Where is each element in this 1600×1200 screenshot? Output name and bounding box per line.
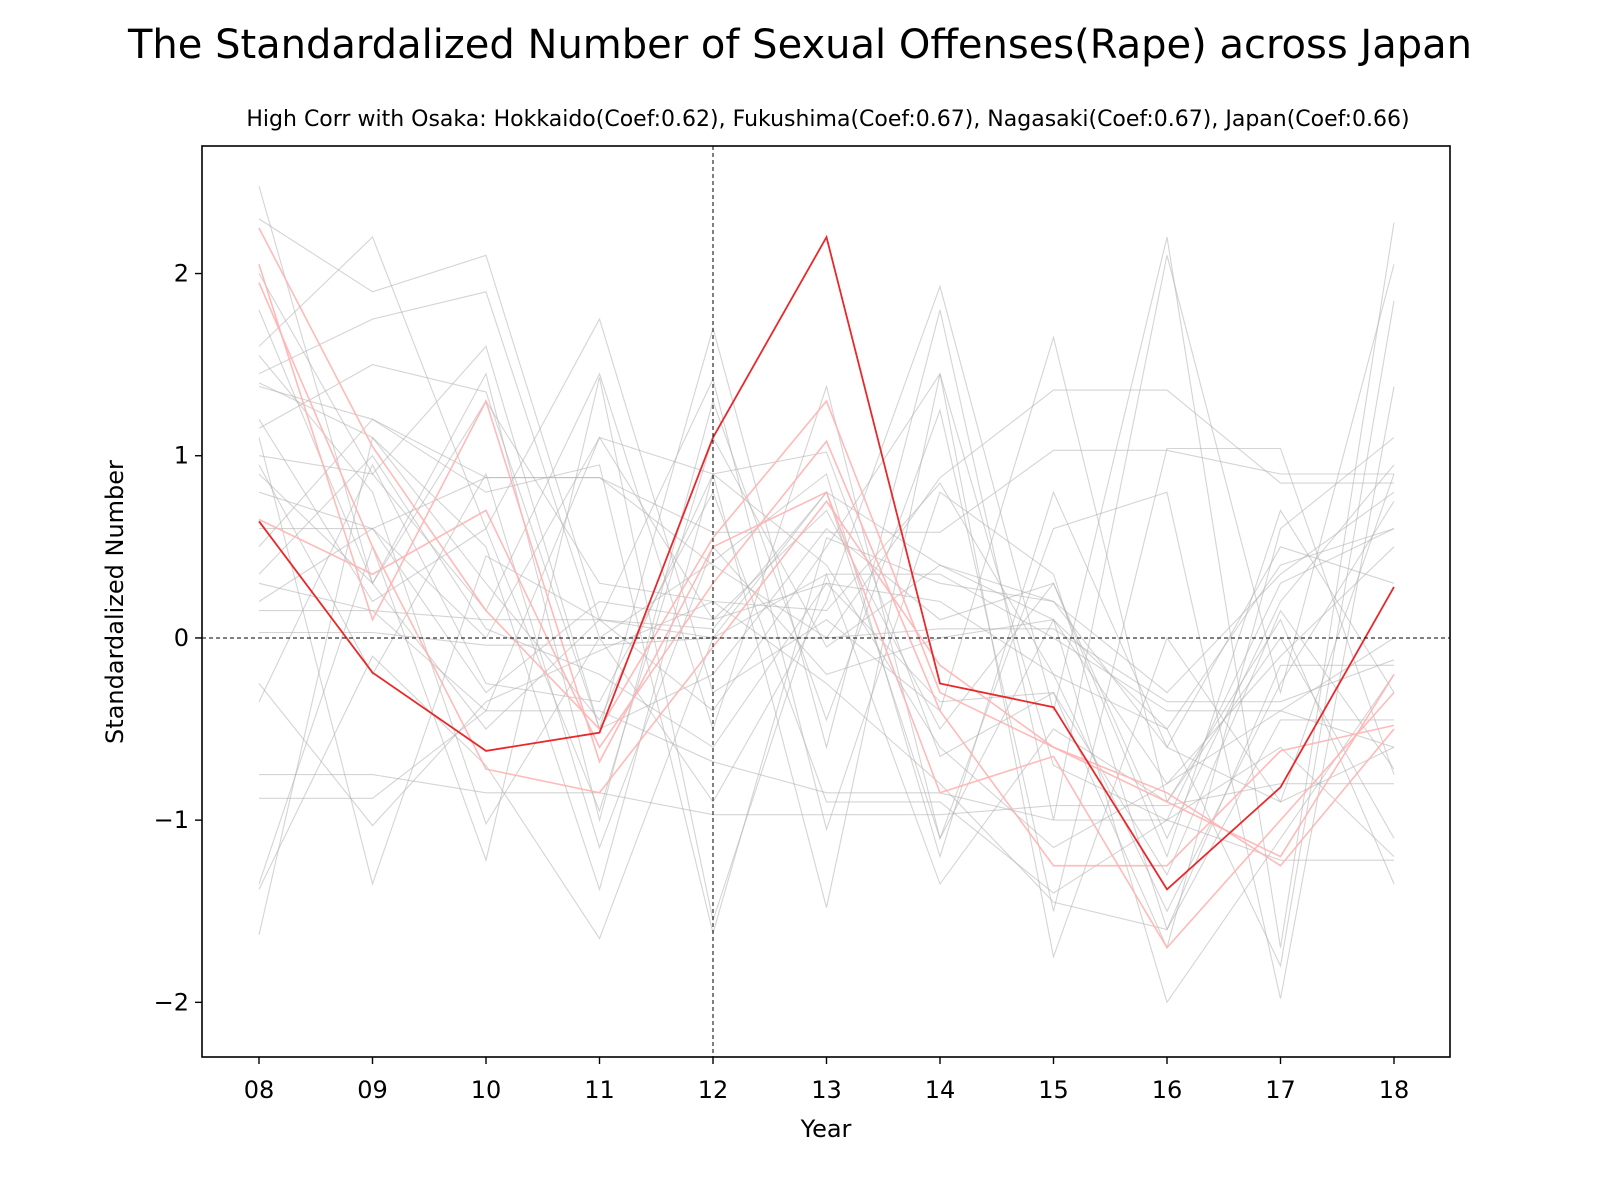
series-line-other xyxy=(258,372,1395,999)
series-line-other xyxy=(259,528,1395,730)
series-layer xyxy=(258,185,1395,1004)
series-line-other xyxy=(258,373,1395,959)
series-line-other xyxy=(258,600,1394,931)
series-line-correlated xyxy=(258,227,1395,867)
x-axis-label: Year xyxy=(800,1115,852,1143)
series-line-other xyxy=(258,255,1395,821)
series-line-other xyxy=(258,437,1395,950)
series-line-correlated xyxy=(258,264,1395,950)
series-line-highlight xyxy=(258,234,1395,891)
series-line-other xyxy=(258,300,1395,968)
x-tick-label: 09 xyxy=(357,1076,388,1104)
series-line-correlated xyxy=(258,439,1395,867)
series-line-other xyxy=(258,436,1395,849)
y-axis: −2 −1 0 1 2 xyxy=(154,260,202,1016)
x-axis: 08 09 10 11 12 13 14 15 16 17 18 xyxy=(244,1057,1410,1104)
chart-title: The Standardalized Number of Sexual Offe… xyxy=(127,22,1472,68)
x-tick-label: 15 xyxy=(1038,1076,1069,1104)
y-tick-label: −1 xyxy=(154,806,189,834)
series-line-correlated xyxy=(258,282,1395,858)
series-line-other xyxy=(259,710,1394,861)
x-tick-label: 10 xyxy=(471,1076,502,1104)
y-tick-label: 2 xyxy=(174,260,189,288)
series-line-other xyxy=(258,377,1394,932)
series-line-other xyxy=(258,463,1395,894)
reference-lines xyxy=(202,146,1450,1057)
x-tick-label: 13 xyxy=(811,1076,842,1104)
x-tick-label: 18 xyxy=(1379,1076,1410,1104)
x-tick-label: 17 xyxy=(1265,1076,1296,1104)
x-tick-label: 11 xyxy=(584,1076,615,1104)
x-tick-label: 08 xyxy=(244,1076,275,1104)
series-line-other xyxy=(258,222,1395,948)
series-line-other xyxy=(258,355,1395,859)
series-line-other xyxy=(258,309,1395,913)
y-tick-label: −2 xyxy=(154,988,189,1016)
x-tick-label: 14 xyxy=(925,1076,956,1104)
series-line-other xyxy=(258,418,1395,936)
chart-subtitle: High Corr with Osaka: Hokkaido(Coef:0.62… xyxy=(246,107,1409,132)
x-tick-label: 16 xyxy=(1152,1076,1183,1104)
series-line-other xyxy=(258,218,1395,821)
y-tick-label: 1 xyxy=(174,442,189,470)
series-line-other xyxy=(258,419,1395,813)
x-tick-label: 12 xyxy=(698,1076,729,1104)
y-tick-label: 0 xyxy=(174,624,189,652)
series-line-other xyxy=(259,774,1394,816)
series-line-other xyxy=(258,372,1395,912)
series-line-other xyxy=(258,449,1394,533)
series-line-other xyxy=(258,236,1395,839)
series-line-other xyxy=(258,382,1395,876)
series-line-other xyxy=(258,273,1395,840)
y-axis-label: Standardalized Number xyxy=(101,460,129,744)
